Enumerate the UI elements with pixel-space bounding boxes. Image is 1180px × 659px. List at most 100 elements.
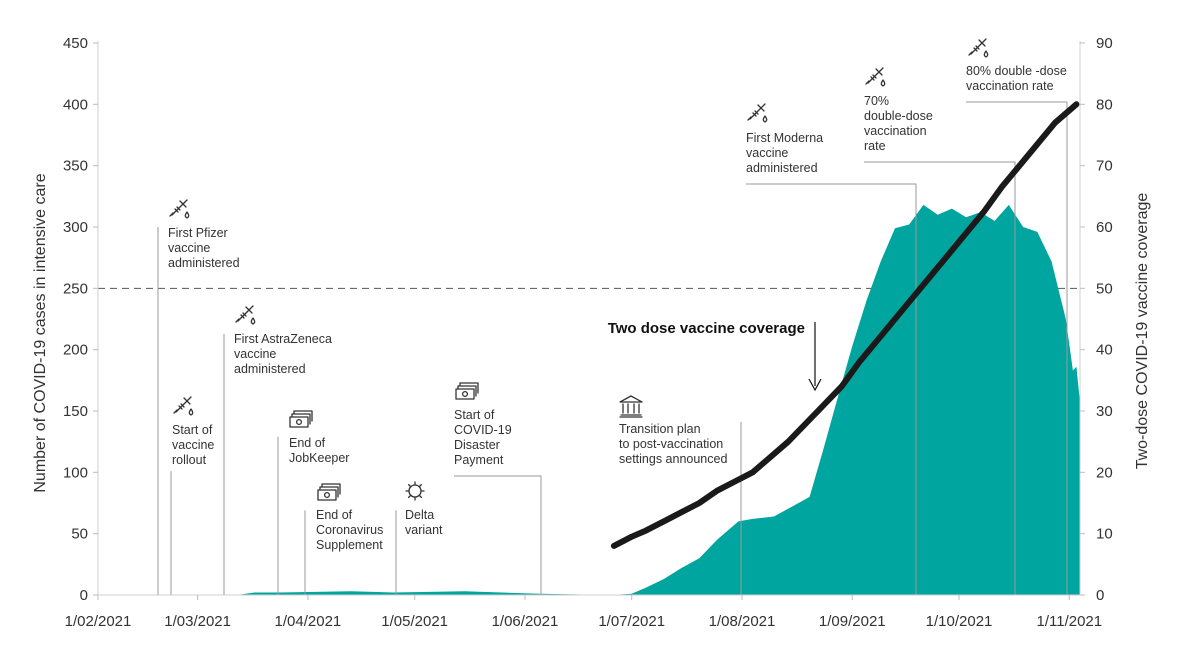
- annotation-label: Disaster: [454, 438, 500, 452]
- annotation-label: vaccine: [172, 438, 214, 452]
- right-tick-label: 30: [1096, 403, 1113, 420]
- syringe-body: [173, 396, 192, 414]
- annotation-label: vaccine: [746, 146, 788, 160]
- annotation-label: Delta: [405, 508, 434, 522]
- right-axis-title: Two-dose COVID-19 vaccine coverage: [1134, 193, 1151, 470]
- annotation-label: 70%: [864, 94, 889, 108]
- money-icon: [289, 410, 313, 428]
- right-tick-label: 70: [1096, 158, 1113, 175]
- syringe-icon: [747, 103, 768, 123]
- left-tick-label: 350: [63, 158, 88, 175]
- annotation-leader: [864, 161, 1016, 595]
- annotation-label: settings announced: [619, 452, 727, 466]
- annotation-label: vaccination: [864, 124, 927, 138]
- annotation-label: Start of: [172, 423, 213, 437]
- syringe-body: [747, 103, 766, 121]
- syringe-icon: [235, 305, 256, 325]
- virus-spike: [407, 494, 412, 499]
- annotation-label: administered: [234, 362, 306, 376]
- coverage-line-series: [610, 101, 1080, 549]
- x-tick-label: 1/05/2021: [381, 613, 448, 630]
- annotation-label: variant: [405, 523, 443, 537]
- notes-back: [319, 483, 341, 498]
- annotation-label: rate: [864, 139, 886, 153]
- left-tick-label: 100: [63, 464, 88, 481]
- note-front: [455, 388, 475, 400]
- note-front: [317, 489, 337, 501]
- left-tick-label: 400: [63, 96, 88, 113]
- virus-spike: [418, 494, 423, 499]
- x-tick-label: 1/04/2021: [275, 613, 342, 630]
- syringe-icon: [865, 67, 886, 87]
- annotation-label: rollout: [172, 453, 207, 467]
- right-tick-label: 40: [1096, 342, 1113, 359]
- annotation-label: End of: [289, 436, 326, 450]
- annotation-label: COVID-19: [454, 423, 512, 437]
- building-icon: [619, 395, 643, 418]
- annotation-label: First Moderna: [746, 131, 823, 145]
- left-tick-label: 50: [71, 526, 88, 543]
- syringe-body: [865, 67, 884, 85]
- annotation-label: vaccination rate: [966, 79, 1054, 93]
- drop-shape: [983, 50, 989, 58]
- x-tick-label: 1/09/2021: [819, 613, 886, 630]
- annotation-label: First AstraZeneca: [234, 332, 332, 346]
- right-tick-label: 0: [1096, 587, 1104, 604]
- left-tick-label: 200: [63, 342, 88, 359]
- drop-shape: [188, 408, 194, 416]
- left-tick-label: 150: [63, 403, 88, 420]
- annotation-label: JobKeeper: [289, 451, 349, 465]
- left-axis-title: Number of COVID-19 cases in intensive ca…: [32, 173, 49, 492]
- virus-icon: [405, 481, 425, 501]
- syringe-icon: [173, 396, 194, 416]
- drop-shape: [880, 79, 886, 87]
- x-tick-label: 1/03/2021: [164, 613, 231, 630]
- annotation-leader: [454, 475, 542, 595]
- annotation-label: Coronavirus: [316, 523, 383, 537]
- icu-cases-area: [98, 204, 1080, 595]
- money-icon: [317, 483, 341, 501]
- left-tick-label: 0: [80, 587, 88, 604]
- virus-spike: [418, 483, 423, 488]
- right-tick-label: 80: [1096, 96, 1113, 113]
- callout-arrow-head: [808, 378, 822, 392]
- annotation-label: 80% double -dose: [966, 64, 1067, 78]
- coverage-line: [610, 101, 1080, 549]
- syringe-icon: [968, 38, 989, 58]
- x-tick-label: 1/10/2021: [926, 613, 993, 630]
- syringe-body: [169, 199, 188, 217]
- annotation-leader: [746, 183, 917, 595]
- drop-shape: [250, 317, 256, 325]
- annotation-label: vaccine: [234, 347, 276, 361]
- annotation-label: Transition plan: [619, 422, 701, 436]
- notes-back: [291, 410, 313, 425]
- annotation-label: administered: [168, 256, 240, 270]
- note-coin: [461, 390, 469, 398]
- x-tick-label: 1/06/2021: [492, 613, 559, 630]
- right-tick-label: 90: [1096, 35, 1113, 52]
- notes-back: [457, 382, 479, 397]
- annotation-label: Supplement: [316, 538, 383, 552]
- annotation-label: vaccine: [168, 241, 210, 255]
- x-tick-label: 1/11/2021: [1037, 613, 1103, 630]
- right-tick-label: 20: [1096, 464, 1113, 481]
- left-tick-label: 300: [63, 219, 88, 236]
- note-coin: [323, 491, 331, 499]
- right-tick-label: 50: [1096, 280, 1113, 297]
- right-tick-label: 60: [1096, 219, 1113, 236]
- money-icon: [455, 382, 479, 400]
- annotation-leaders: [157, 101, 1068, 595]
- annotation-label: double-dose: [864, 109, 933, 123]
- x-tick-label: 1/02/2021: [65, 613, 132, 630]
- syringe-icon: [169, 199, 190, 219]
- icu-area-series: [98, 204, 1080, 595]
- building-shape: [619, 395, 643, 418]
- note-front: [289, 416, 309, 428]
- annotation-label: First Pfizer: [168, 226, 228, 240]
- annotation-label: administered: [746, 161, 818, 175]
- virus-spike: [407, 483, 412, 488]
- left-tick-label: 450: [63, 35, 88, 52]
- note-coin: [295, 418, 303, 426]
- annotation-label: End of: [316, 508, 353, 522]
